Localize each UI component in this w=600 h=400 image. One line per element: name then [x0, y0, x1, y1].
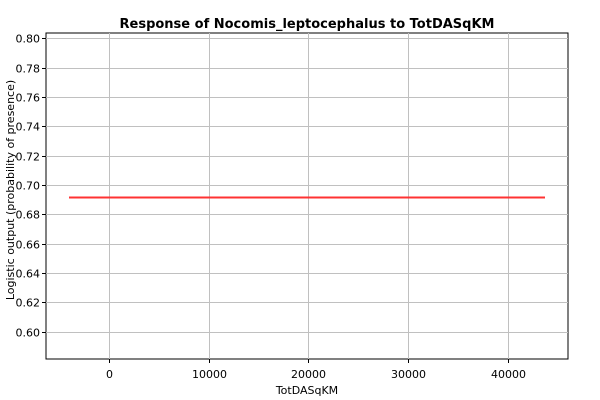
y-axis-label: Logistic output (probability of presence…: [4, 80, 17, 300]
x-axis-label: TotDASqKM: [275, 384, 338, 397]
y-tick-label: 0.76: [16, 92, 41, 105]
x-axis-ticks: 0 10000 20000 30000 40000: [106, 359, 526, 381]
x-tick-label: 30000: [391, 368, 426, 381]
x-tick-label: 40000: [491, 368, 526, 381]
y-tick-label: 0.80: [16, 33, 41, 46]
y-tick-label: 0.72: [16, 151, 41, 164]
plot-area: [45, 32, 569, 360]
x-tick-label: 10000: [192, 368, 227, 381]
grid-lines: [46, 33, 568, 359]
y-tick-label: 0.70: [16, 180, 41, 193]
y-tick-label: 0.62: [16, 297, 41, 310]
y-tick-label: 0.66: [16, 239, 41, 252]
x-tick-label: 20000: [291, 368, 326, 381]
chart-title: Response of Nocomis_leptocephalus to Tot…: [120, 17, 495, 32]
y-tick-label: 0.74: [16, 121, 41, 134]
y-tick-label: 0.64: [16, 268, 41, 281]
y-tick-label: 0.78: [16, 63, 41, 76]
y-tick-label: 0.68: [16, 209, 41, 222]
y-axis-ticks: 0.60 0.62 0.64 0.66 0.68 0.70 0.72 0.74 0.76 0.78…: [16, 33, 46, 340]
x-tick-label: 0: [106, 368, 113, 381]
y-tick-label: 0.60: [16, 327, 41, 340]
